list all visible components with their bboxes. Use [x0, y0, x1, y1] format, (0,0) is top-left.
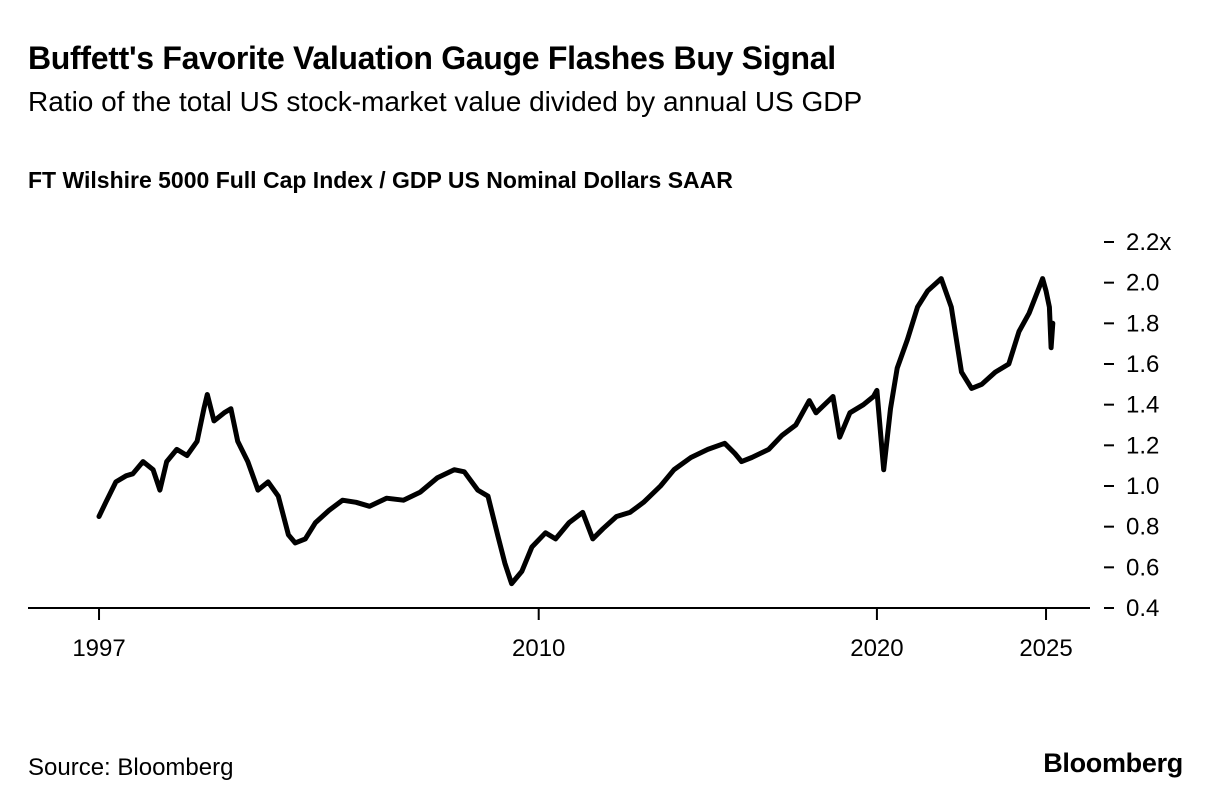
y-tick-label: 1.6: [1126, 351, 1159, 378]
y-tick-label: 1.0: [1126, 473, 1159, 500]
series-line: [96, 276, 1056, 587]
series-label: FT Wilshire 5000 Full Cap Index / GDP US…: [28, 167, 733, 193]
y-tick-label: 1.2: [1126, 432, 1159, 459]
axis-layer: 1997 2010 2020 2025 0.4 0.6 0.8 1.0 1.2 1.4 1.6 1.8…: [28, 229, 1171, 662]
bloomberg-logo: Bloomberg: [1043, 748, 1183, 778]
x-tick-label: 2025: [1019, 635, 1072, 662]
chart-subtitle: Ratio of the total US stock-market value…: [28, 86, 863, 117]
y-tick-label: 0.4: [1126, 595, 1159, 622]
y-tick-label: 2.0: [1126, 270, 1159, 297]
y-tick-label: 1.4: [1126, 392, 1159, 419]
x-tick-label: 2020: [850, 635, 903, 662]
y-tick-label: 0.6: [1126, 554, 1159, 581]
y-tick-label: 2.2x: [1126, 229, 1171, 256]
chart-title: Buffett's Favorite Valuation Gauge Flash…: [28, 40, 836, 76]
y-tick-label: 1.8: [1126, 310, 1159, 337]
y-tick-label: 0.8: [1126, 514, 1159, 541]
x-tick-label: 1997: [72, 635, 125, 662]
source-note: Source: Bloomberg: [28, 754, 234, 781]
x-tick-label: 2010: [512, 635, 565, 662]
series-layer: [96, 276, 1056, 587]
